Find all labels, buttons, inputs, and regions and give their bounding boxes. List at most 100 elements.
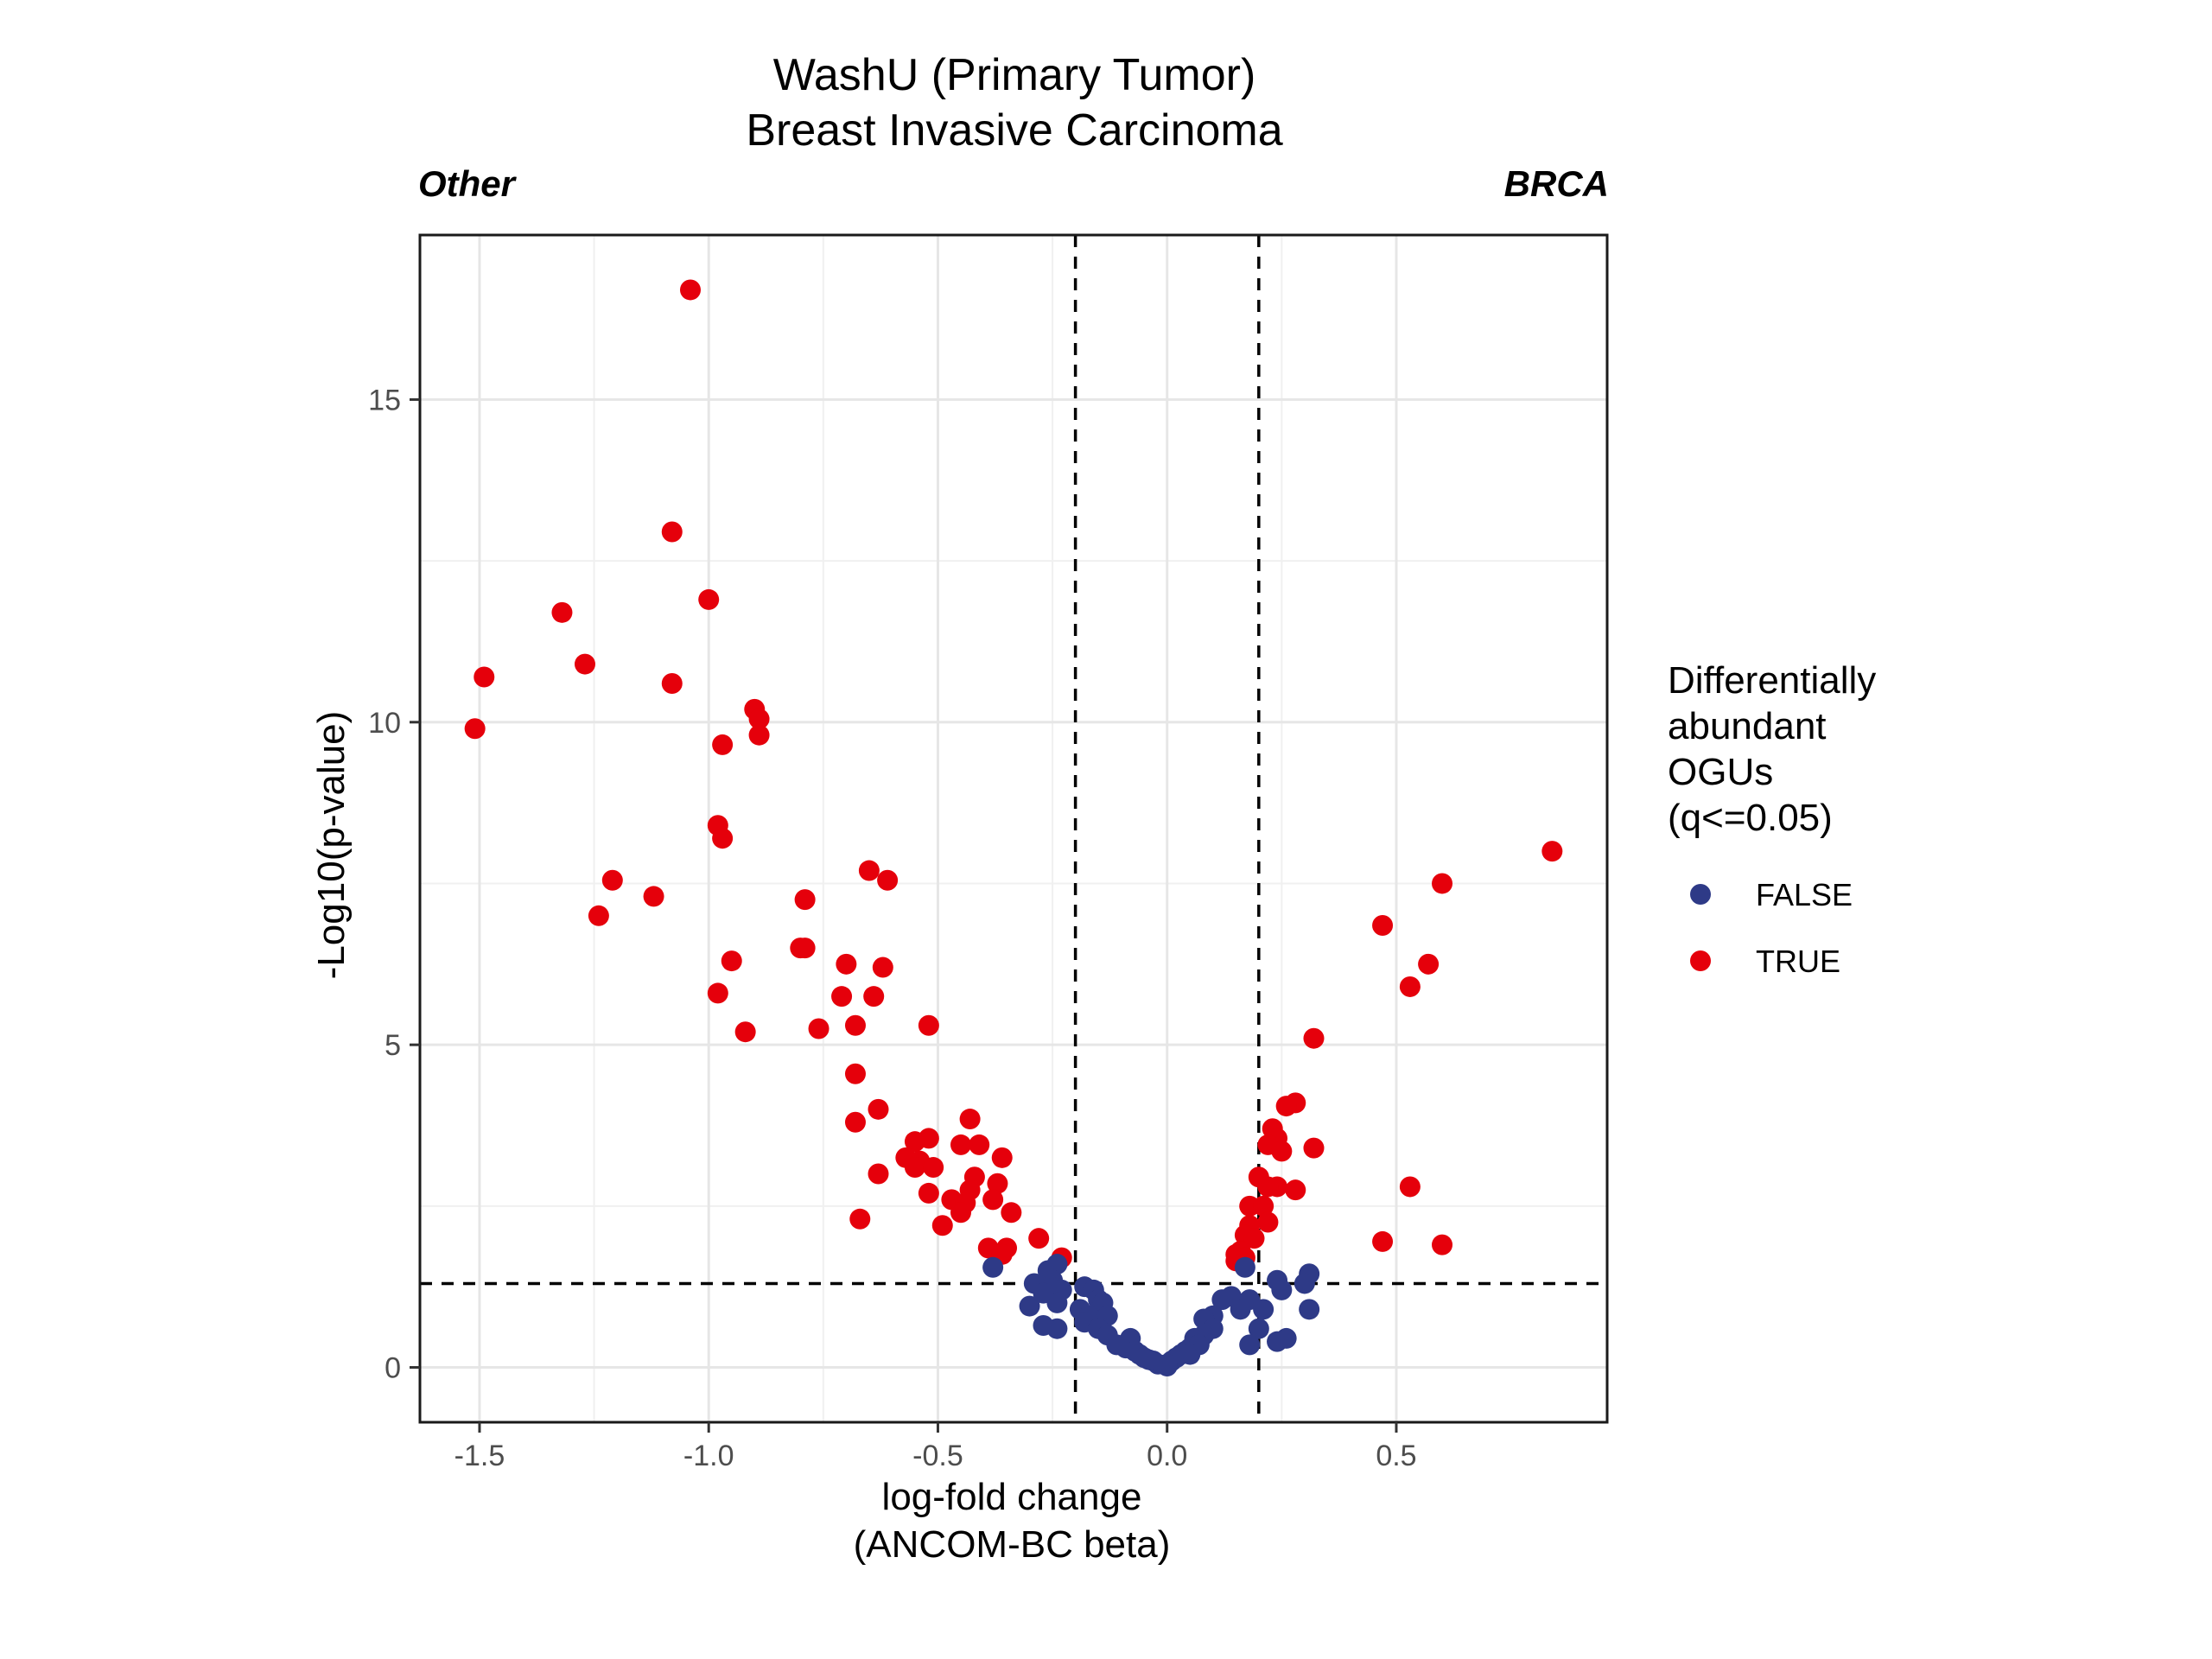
data-point-true xyxy=(991,1147,1013,1168)
x-axis-ticks: -1.5 -1.0 -0.5 0.0 0.5 xyxy=(454,1422,1417,1472)
data-point-false xyxy=(1271,1279,1293,1300)
data-point-true xyxy=(950,1202,971,1224)
data-points xyxy=(464,279,1563,1377)
data-point-false xyxy=(1046,1318,1068,1339)
data-point-true xyxy=(1243,1228,1265,1249)
data-point-true xyxy=(1399,1176,1421,1198)
legend-key-false xyxy=(1690,884,1711,905)
reference-lines xyxy=(420,235,1607,1422)
data-point-true xyxy=(931,1215,953,1236)
x-axis-title-line-1: log-fold change xyxy=(882,1476,1142,1518)
y-axis-title: -Log10(p-value) xyxy=(310,711,353,980)
data-point-true xyxy=(1372,915,1394,937)
data-point-true xyxy=(836,953,857,975)
data-point-true xyxy=(1257,1211,1279,1233)
data-point-true xyxy=(712,828,734,849)
data-point-false xyxy=(1299,1299,1320,1320)
data-point-true xyxy=(872,957,893,978)
data-point-true xyxy=(877,869,899,891)
data-point-true xyxy=(464,718,486,740)
data-point-true xyxy=(844,1014,866,1036)
data-point-true xyxy=(858,860,880,881)
left-group-label: Other xyxy=(418,163,518,204)
data-point-true xyxy=(698,588,720,610)
data-point-true xyxy=(1285,1179,1306,1201)
data-point-false xyxy=(1046,1292,1068,1313)
x-tick-label: -0.5 xyxy=(912,1440,963,1472)
data-point-true xyxy=(918,1014,939,1036)
data-point-true xyxy=(904,1157,925,1179)
data-point-true xyxy=(474,666,495,688)
chart-title-line-1: WashU (Primary Tumor) xyxy=(773,50,1256,100)
data-point-true xyxy=(574,653,595,675)
data-point-true xyxy=(863,986,885,1007)
data-point-true xyxy=(868,1163,889,1185)
data-point-false xyxy=(1239,1334,1261,1356)
data-point-true xyxy=(982,1189,1004,1211)
data-point-true xyxy=(790,938,811,959)
data-point-true xyxy=(748,724,770,746)
right-group-label: BRCA xyxy=(1504,163,1609,204)
data-point-true xyxy=(969,1134,990,1155)
data-point-false xyxy=(1138,1349,1160,1370)
data-point-true xyxy=(1271,1141,1293,1162)
data-point-true xyxy=(707,982,728,1004)
data-point-true xyxy=(1303,1137,1325,1159)
data-point-false xyxy=(1267,1331,1288,1352)
legend-title-line-1: Differentially xyxy=(1668,659,1876,702)
data-point-true xyxy=(1253,1195,1274,1217)
data-point-true xyxy=(1372,1230,1394,1252)
data-point-false xyxy=(1234,1256,1255,1278)
x-tick-label: -1.0 xyxy=(683,1440,734,1472)
data-point-true xyxy=(661,672,683,694)
data-point-true xyxy=(734,1021,756,1043)
data-point-true xyxy=(844,1111,866,1133)
data-point-false xyxy=(1019,1295,1040,1317)
data-point-false xyxy=(1211,1289,1233,1311)
data-point-true xyxy=(1001,1202,1022,1224)
data-point-true xyxy=(748,709,770,730)
data-point-true xyxy=(794,889,816,911)
y-tick-label: 15 xyxy=(368,384,401,416)
data-point-true xyxy=(959,1109,981,1130)
y-tick-label: 5 xyxy=(385,1029,401,1062)
data-point-true xyxy=(987,1173,1008,1194)
data-point-true xyxy=(643,886,664,907)
data-point-true xyxy=(904,1131,925,1153)
y-axis-ticks: 0 5 10 15 xyxy=(368,384,420,1385)
legend-title-line-2: abundant xyxy=(1668,705,1827,747)
data-point-true xyxy=(1028,1228,1050,1249)
data-point-true xyxy=(1257,1176,1279,1198)
x-tick-label: 0.5 xyxy=(1376,1440,1416,1472)
legend-key-true xyxy=(1690,950,1711,971)
x-axis-title-line-2: (ANCOM-BC beta) xyxy=(854,1523,1171,1566)
data-point-true xyxy=(1399,976,1421,997)
data-point-true xyxy=(849,1208,871,1230)
data-point-true xyxy=(950,1134,971,1155)
data-point-true xyxy=(588,905,609,926)
data-point-true xyxy=(844,1063,866,1084)
legend: Differentially abundant OGUs (q<=0.05) F… xyxy=(1668,659,1876,979)
data-point-false xyxy=(982,1256,1004,1278)
data-point-false xyxy=(1156,1356,1178,1377)
data-point-true xyxy=(1303,1027,1325,1049)
legend-title-line-4: (q<=0.05) xyxy=(1668,797,1833,839)
x-tick-label: 0.0 xyxy=(1147,1440,1187,1472)
data-point-true xyxy=(1432,1234,1453,1255)
data-point-true xyxy=(868,1098,889,1120)
data-point-true xyxy=(661,521,683,543)
data-point-false xyxy=(1248,1318,1269,1339)
data-point-true xyxy=(601,869,623,891)
data-point-false xyxy=(1294,1273,1315,1294)
data-point-false xyxy=(1253,1299,1274,1320)
data-point-true xyxy=(1418,953,1440,975)
x-tick-label: -1.5 xyxy=(454,1440,505,1472)
data-point-false xyxy=(1230,1299,1251,1320)
data-point-false xyxy=(1179,1344,1201,1365)
legend-label-true: TRUE xyxy=(1756,944,1840,979)
data-point-true xyxy=(1432,873,1453,894)
data-point-true xyxy=(679,279,701,301)
data-point-true xyxy=(1541,841,1563,862)
data-point-true xyxy=(808,1018,830,1039)
